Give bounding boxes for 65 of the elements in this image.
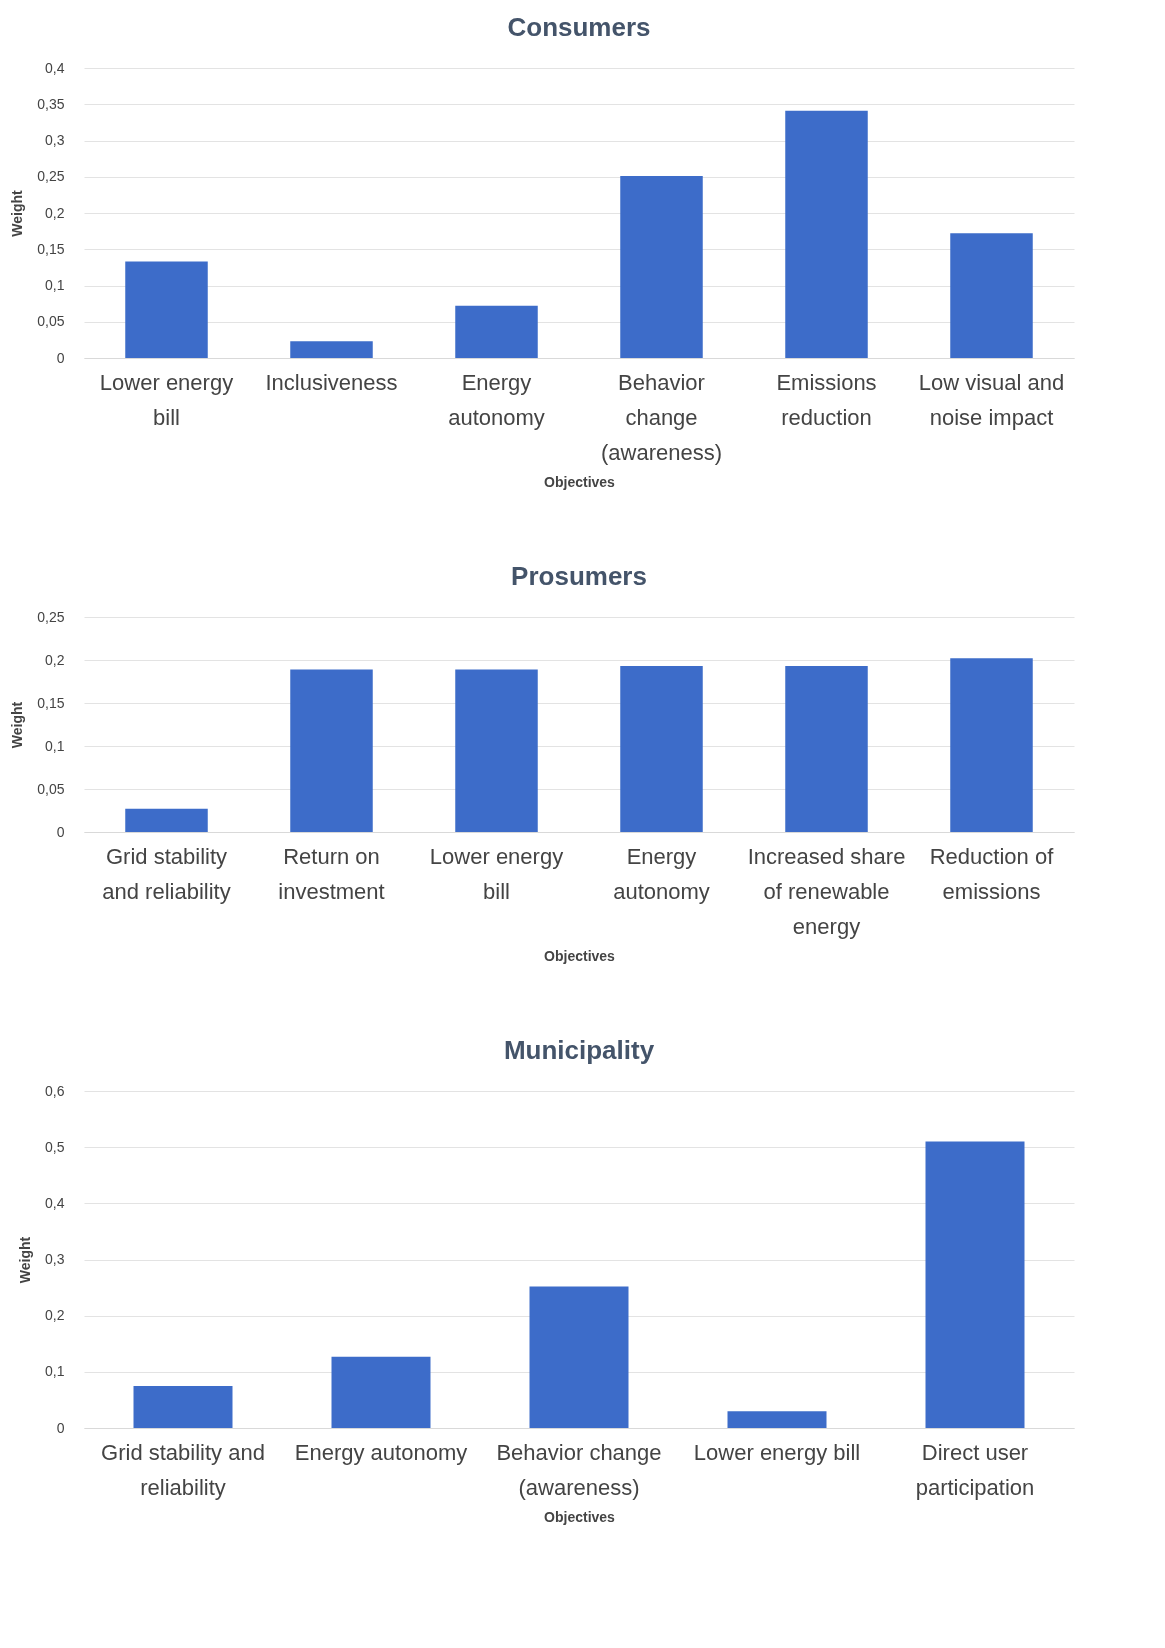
- y-tick-label: 0,4: [45, 59, 65, 76]
- bar: [331, 1356, 431, 1428]
- bar: [620, 176, 703, 358]
- x-tick-label: Energy autonomy: [448, 369, 545, 430]
- y-axis-title: Weight: [9, 189, 26, 237]
- y-tick-label: 0,05: [37, 313, 65, 330]
- bar: [125, 261, 208, 358]
- x-tick-label: Lower energy bill: [99, 369, 234, 430]
- x-tick-label: Low visual and noise impact: [918, 369, 1065, 430]
- y-tick-label: 0,2: [45, 651, 65, 668]
- x-tick-label: Energy autonomy: [294, 1439, 468, 1465]
- x-tick-label: Inclusiveness: [265, 369, 398, 395]
- y-tick-label: 0: [56, 349, 65, 366]
- bar: [290, 341, 373, 358]
- x-tick-label: Increased share of renewable energy: [747, 843, 906, 939]
- bar: [529, 1286, 629, 1428]
- bar: [785, 110, 868, 358]
- y-tick-label: 0,1: [45, 737, 65, 754]
- bar: [950, 233, 1033, 358]
- chart-title: Municipality: [503, 1035, 655, 1065]
- chart-title: Consumers: [507, 12, 651, 42]
- y-tick-label: 0,25: [37, 608, 65, 625]
- bar: [785, 666, 868, 832]
- bar: [950, 658, 1033, 832]
- y-tick-label: 0,35: [37, 95, 65, 112]
- bar: [455, 305, 538, 358]
- y-axis-title: Weight: [9, 701, 26, 749]
- bar: [133, 1385, 233, 1428]
- y-tick-label: 0,6: [45, 1082, 65, 1099]
- y-tick-label: 0,15: [37, 240, 65, 257]
- x-tick-label: Behavior change (awareness): [496, 1439, 662, 1500]
- x-tick-label: Grid stability and reliability: [102, 843, 231, 904]
- y-tick-label: 0,1: [45, 277, 65, 293]
- y-tick-label: 0,1: [45, 1363, 65, 1380]
- x-tick-label: Return on investment: [278, 843, 385, 904]
- y-tick-label: 0,2: [45, 1307, 65, 1324]
- bar: [925, 1141, 1025, 1428]
- bar: [727, 1411, 827, 1428]
- bar: [290, 669, 373, 832]
- x-tick-label: Direct user participation: [915, 1439, 1035, 1500]
- x-tick-label: Behavior change (awareness): [600, 369, 723, 465]
- x-tick-label: Grid stability and reliability: [101, 1439, 265, 1500]
- bar: [125, 808, 208, 832]
- y-tick-label: 0,4: [45, 1194, 65, 1211]
- y-tick-label: 0,05: [37, 780, 65, 797]
- y-tick-label: 0,15: [37, 694, 65, 711]
- y-tick-label: 0,3: [45, 132, 65, 148]
- y-tick-label: 0: [56, 823, 65, 840]
- y-tick-label: 0,2: [45, 204, 65, 221]
- y-tick-label: 0,3: [45, 1251, 65, 1267]
- y-axis-title: Weight: [17, 1236, 34, 1284]
- y-tick-label: 0,5: [45, 1138, 65, 1155]
- x-tick-label: Lower energy bill: [693, 1439, 861, 1465]
- bar: [620, 666, 703, 832]
- x-tick-label: Energy autonomy: [613, 843, 710, 904]
- y-tick-label: 0,25: [37, 168, 65, 185]
- bar: [455, 669, 538, 832]
- x-tick-label: Emissions reduction: [776, 369, 877, 430]
- x-tick-label: Lower energy bill: [429, 843, 564, 904]
- y-tick-label: 0: [56, 1419, 65, 1436]
- x-tick-label: Reduction of emissions: [929, 843, 1055, 904]
- x-axis-title: Objectives: [544, 947, 616, 964]
- x-axis-title: Objectives: [544, 473, 616, 490]
- x-axis-title: Objectives: [544, 1508, 616, 1525]
- chart-title: Prosumers: [511, 561, 647, 591]
